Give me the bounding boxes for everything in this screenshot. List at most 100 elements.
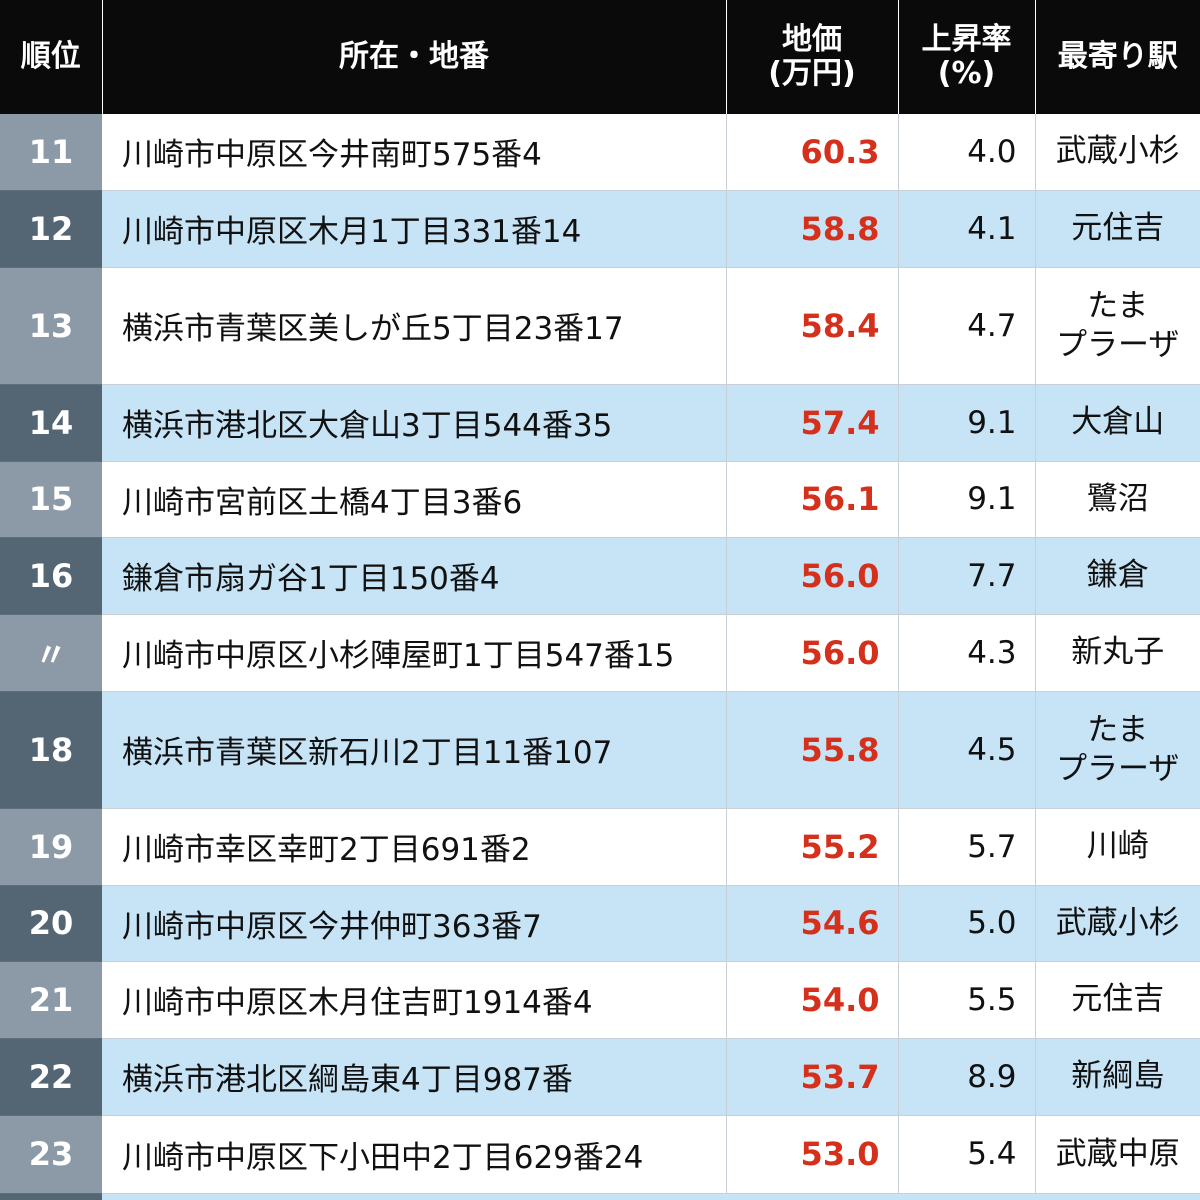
price-cell: 54.6	[726, 885, 899, 962]
rank-cell: 12	[0, 190, 102, 268]
table-row: 12 川崎市中原区木月1丁目331番14 58.8 4.1 元住吉	[0, 190, 1200, 268]
rank-cell: 18	[0, 691, 102, 809]
table-row: 21 川崎市中原区木月住吉町1914番4 54.0 5.5 元住吉	[0, 961, 1200, 1039]
header-rate: 上昇率 (%)	[898, 0, 1036, 114]
station-name-line: 大倉山	[1071, 404, 1165, 441]
station-name-line: プラーザ	[1056, 326, 1180, 363]
table-row: 19 川崎市幸区幸町2丁目691番2 55.2 5.7 川崎	[0, 808, 1200, 886]
station-name-line: 元住吉	[1071, 981, 1165, 1018]
header-price: 地価 (万円)	[726, 0, 899, 114]
price-cell: 56.0	[726, 614, 899, 692]
header-rate-line1: 上昇率	[921, 21, 1012, 57]
station-cell: 武蔵小杉	[1035, 114, 1200, 191]
price-cell: 58.8	[726, 190, 899, 268]
table-row: 11 川崎市中原区今井南町575番4 60.3 4.0 武蔵小杉	[0, 114, 1200, 191]
header-price-line1: 地価	[782, 21, 842, 57]
address-cell: 川崎市宮前区土橋4丁目3番6	[102, 461, 727, 538]
address-cell: 川崎市中原区小杉陣屋町1丁目547番15	[102, 614, 727, 692]
station-cell: 新綱島	[1035, 1038, 1200, 1116]
rank-cell: 13	[0, 267, 102, 385]
price-cell: 53.0	[726, 1115, 899, 1194]
rank-cell: 14	[0, 384, 102, 462]
rank-cell: 21	[0, 961, 102, 1039]
rate-cell: 5.5	[898, 961, 1036, 1039]
address-cell: 川崎市中原区今井仲町363番7	[102, 885, 727, 962]
address-cell: 横浜市港北区大倉山3丁目544番35	[102, 384, 727, 462]
station-cell: たま プラーザ	[1035, 267, 1200, 385]
table-row: 14 横浜市港北区大倉山3丁目544番35 57.4 9.1 大倉山	[0, 384, 1200, 462]
rank-cell: 22	[0, 1038, 102, 1116]
station-cell: たま プラーザ	[1035, 691, 1200, 809]
rate-cell: 5.7	[898, 808, 1036, 886]
header-rank: 順位	[0, 0, 103, 114]
price-cell: 54.0	[726, 961, 899, 1039]
table-row: 20 川崎市中原区今井仲町363番7 54.6 5.0 武蔵小杉	[0, 885, 1200, 962]
table-body: 11 川崎市中原区今井南町575番4 60.3 4.0 武蔵小杉 12 川崎市中原区木月1丁…	[0, 114, 1200, 1194]
header-rate-line2: (%)	[937, 56, 996, 91]
rate-cell: 4.7	[898, 267, 1036, 385]
price-cell: 53.7	[726, 1038, 899, 1116]
rate-cell: 4.1	[898, 190, 1036, 268]
station-name-line: たま	[1087, 711, 1149, 748]
address-cell: 川崎市中原区今井南町575番4	[102, 114, 727, 191]
table-row: 〃川崎市中原区小杉陣屋町1丁目547番15 56.0 4.3 新丸子	[0, 614, 1200, 692]
station-cell: 鎌倉	[1035, 537, 1200, 615]
rate-cell: 9.1	[898, 461, 1036, 538]
next-row-edge	[0, 1194, 1200, 1200]
rate-cell: 9.1	[898, 384, 1036, 462]
station-name-line: 鎌倉	[1086, 557, 1149, 594]
address-cell: 鎌倉市扇ガ谷1丁目150番4	[102, 537, 727, 615]
address-cell: 川崎市幸区幸町2丁目691番2	[102, 808, 727, 886]
station-name-line: 鷺沼	[1086, 480, 1149, 517]
table-row: 13 横浜市青葉区美しが丘5丁目23番17 58.4 4.7 たま プラーザ	[0, 267, 1200, 385]
rate-cell: 4.0	[898, 114, 1036, 191]
address-cell: 横浜市港北区綱島東4丁目987番	[102, 1038, 727, 1116]
price-cell: 58.4	[726, 267, 899, 385]
price-cell: 55.8	[726, 691, 899, 809]
station-name-line: 川崎	[1086, 828, 1149, 865]
header-station: 最寄り駅	[1035, 0, 1200, 114]
table-row: 22 横浜市港北区綱島東4丁目987番 53.7 8.9 新綱島	[0, 1038, 1200, 1116]
header-price-line2: (万円)	[768, 56, 856, 91]
station-name-line: 新綱島	[1071, 1058, 1165, 1095]
address-cell: 川崎市中原区下小田中2丁目629番24	[102, 1115, 727, 1194]
station-name-line: 武蔵小杉	[1055, 904, 1180, 941]
rate-cell: 8.9	[898, 1038, 1036, 1116]
price-cell: 60.3	[726, 114, 899, 191]
price-cell: 57.4	[726, 384, 899, 462]
address-cell: 横浜市青葉区新石川2丁目11番107	[102, 691, 727, 809]
rate-cell: 4.3	[898, 614, 1036, 692]
station-cell: 武蔵中原	[1035, 1115, 1200, 1194]
station-cell: 武蔵小杉	[1035, 885, 1200, 962]
rank-cell: 15	[0, 461, 102, 538]
table-header-row: 順位 所在・地番 地価 (万円) 上昇率 (%) 最寄り駅	[0, 0, 1200, 114]
header-address: 所在・地番	[102, 0, 727, 114]
price-cell: 55.2	[726, 808, 899, 886]
address-cell: 川崎市中原区木月住吉町1914番4	[102, 961, 727, 1039]
station-name-line: 武蔵中原	[1055, 1135, 1180, 1172]
station-cell: 新丸子	[1035, 614, 1200, 692]
station-name-line: 新丸子	[1071, 634, 1165, 671]
rank-cell: 16	[0, 537, 102, 615]
rank-cell: 19	[0, 808, 102, 886]
rate-cell: 5.4	[898, 1115, 1036, 1194]
station-cell: 鷺沼	[1035, 461, 1200, 538]
rank-cell: 〃	[0, 614, 102, 692]
rate-cell: 7.7	[898, 537, 1036, 615]
address-cell: 川崎市中原区木月1丁目331番14	[102, 190, 727, 268]
station-cell: 元住吉	[1035, 961, 1200, 1039]
table-row: 15 川崎市宮前区土橋4丁目3番6 56.1 9.1 鷺沼	[0, 461, 1200, 538]
station-cell: 川崎	[1035, 808, 1200, 886]
station-name-line: 元住吉	[1071, 210, 1165, 247]
table-row: 23 川崎市中原区下小田中2丁目629番24 53.0 5.4 武蔵中原	[0, 1115, 1200, 1194]
station-cell: 元住吉	[1035, 190, 1200, 268]
price-cell: 56.0	[726, 537, 899, 615]
rank-cell: 23	[0, 1115, 102, 1194]
table-row: 18 横浜市青葉区新石川2丁目11番107 55.8 4.5 たま プラーザ	[0, 691, 1200, 809]
rate-cell: 5.0	[898, 885, 1036, 962]
address-cell: 横浜市青葉区美しが丘5丁目23番17	[102, 267, 727, 385]
rank-cell: 20	[0, 885, 102, 962]
rank-cell: 11	[0, 114, 102, 191]
station-name-line: たま	[1087, 287, 1149, 324]
